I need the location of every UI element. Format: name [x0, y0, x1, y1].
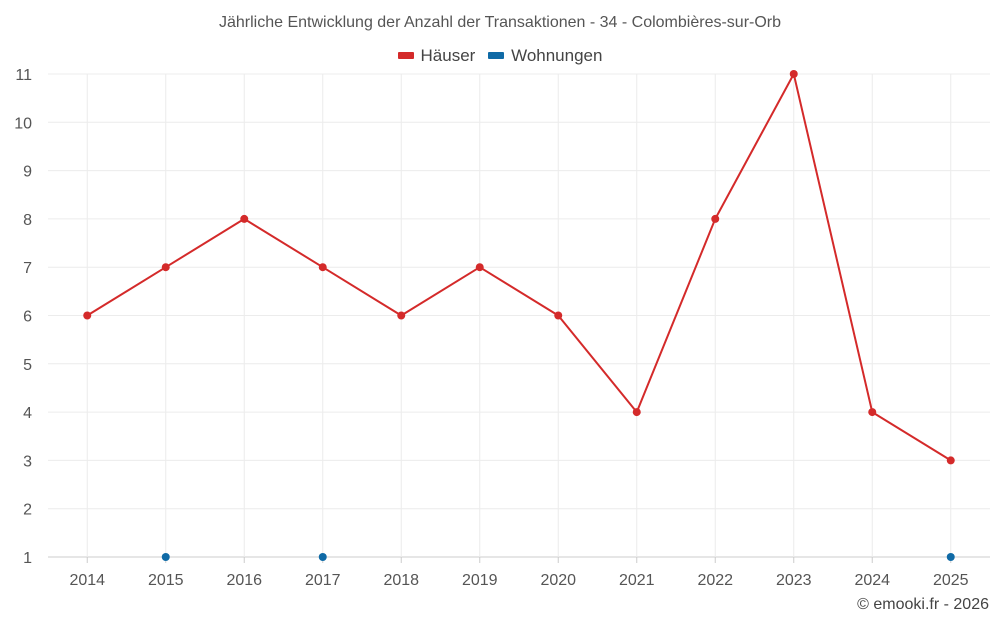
x-tick-label: 2015	[148, 572, 184, 589]
y-tick-label: 4	[23, 405, 32, 422]
data-point-haeuser	[397, 312, 405, 320]
data-point-haeuser	[711, 215, 719, 223]
data-point-haeuser	[868, 408, 876, 416]
data-point-haeuser	[319, 263, 327, 271]
data-point-haeuser	[162, 263, 170, 271]
data-point-haeuser	[790, 70, 798, 78]
y-tick-label: 2	[23, 502, 32, 519]
data-point-haeuser	[240, 215, 248, 223]
y-tick-label: 11	[15, 67, 32, 84]
x-tick-label: 2024	[854, 572, 890, 589]
chart-plot: 1 2 3 4 5 6 7 8 9 10 11 2014 2015 2016 2017 2018 2019 202…	[0, 0, 1000, 625]
data-point-wohnungen	[319, 553, 327, 561]
y-tick-label: 8	[23, 212, 32, 229]
x-tick-label: 2022	[697, 572, 733, 589]
x-tick-label: 2019	[462, 572, 498, 589]
x-tick-label: 2014	[69, 572, 105, 589]
x-tick-label: 2016	[226, 572, 262, 589]
credits[interactable]: © emooki.fr - 2026	[857, 596, 989, 614]
data-point-haeuser	[633, 408, 641, 416]
data-point-wohnungen	[162, 553, 170, 561]
y-tick-label: 9	[23, 164, 32, 181]
data-point-haeuser	[83, 312, 91, 320]
x-tick-label: 2023	[776, 572, 812, 589]
data-point-haeuser	[476, 263, 484, 271]
data-point-haeuser	[947, 456, 955, 464]
y-tick-label: 3	[23, 453, 32, 470]
x-tick-label: 2018	[383, 572, 419, 589]
y-tick-label: 10	[14, 115, 32, 132]
y-tick-label: 6	[23, 309, 32, 326]
data-point-wohnungen	[947, 553, 955, 561]
y-tick-label: 7	[23, 260, 32, 277]
x-tick-label: 2017	[305, 572, 341, 589]
y-tick-label: 5	[23, 357, 32, 374]
x-tick-label: 2021	[619, 572, 655, 589]
y-tick-label: 1	[23, 550, 32, 567]
x-tick-label: 2025	[933, 572, 969, 589]
data-point-haeuser	[554, 312, 562, 320]
x-tick-label: 2020	[540, 572, 576, 589]
